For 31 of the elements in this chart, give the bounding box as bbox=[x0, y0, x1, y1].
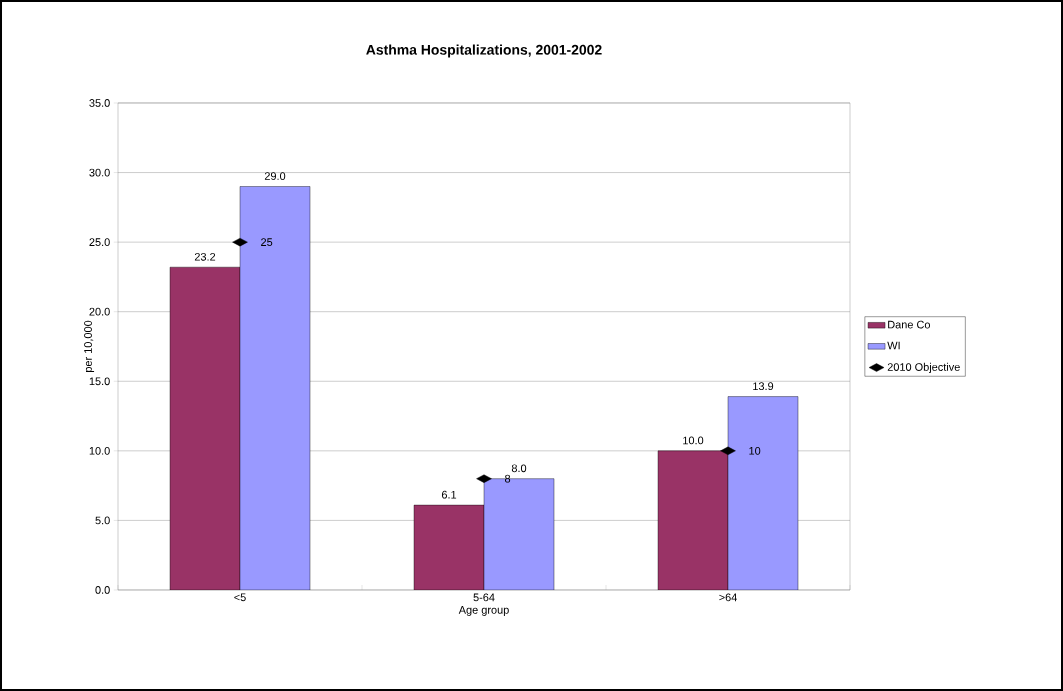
data-label: 25 bbox=[261, 238, 273, 247]
x-tick-label: <5 bbox=[234, 593, 246, 602]
bar bbox=[657, 450, 729, 590]
y-tick-label: 20.0 bbox=[89, 307, 110, 316]
y-tick-label: 5.0 bbox=[95, 516, 110, 525]
y-tick-label: 30.0 bbox=[89, 168, 110, 177]
y-tick-label: 35.0 bbox=[89, 99, 110, 107]
y-tick-label: 10.0 bbox=[89, 446, 110, 455]
legend-label: 2010 Objective bbox=[887, 362, 960, 374]
x-tick-label: 5-64 bbox=[473, 593, 495, 602]
data-label: 10.0 bbox=[683, 436, 704, 445]
x-axis-title: Age group bbox=[458, 606, 509, 616]
data-label: 8 bbox=[505, 474, 511, 483]
chart-title: Asthma Hospitalizations, 2001-2002 bbox=[366, 44, 602, 58]
data-label: 10 bbox=[749, 446, 761, 455]
data-label: 6.1 bbox=[441, 490, 457, 499]
bar bbox=[727, 396, 799, 590]
data-label: 29.0 bbox=[264, 172, 286, 180]
y-tick-label: 25.0 bbox=[89, 238, 110, 247]
x-tick-label: >64 bbox=[719, 593, 737, 602]
y-tick-label: 15.0 bbox=[89, 377, 110, 386]
data-label: 13.9 bbox=[753, 382, 774, 391]
legend-label: Dane Co bbox=[888, 320, 931, 329]
y-axis-title: per 10,000 bbox=[84, 320, 95, 372]
legend-label: WI bbox=[887, 341, 900, 350]
y-tick-label: 0.0 bbox=[95, 586, 110, 594]
data-label: 8.0 bbox=[511, 464, 527, 473]
bar bbox=[169, 266, 241, 590]
bar bbox=[239, 186, 311, 590]
bar bbox=[413, 504, 485, 590]
data-label: 23.2 bbox=[194, 252, 216, 261]
